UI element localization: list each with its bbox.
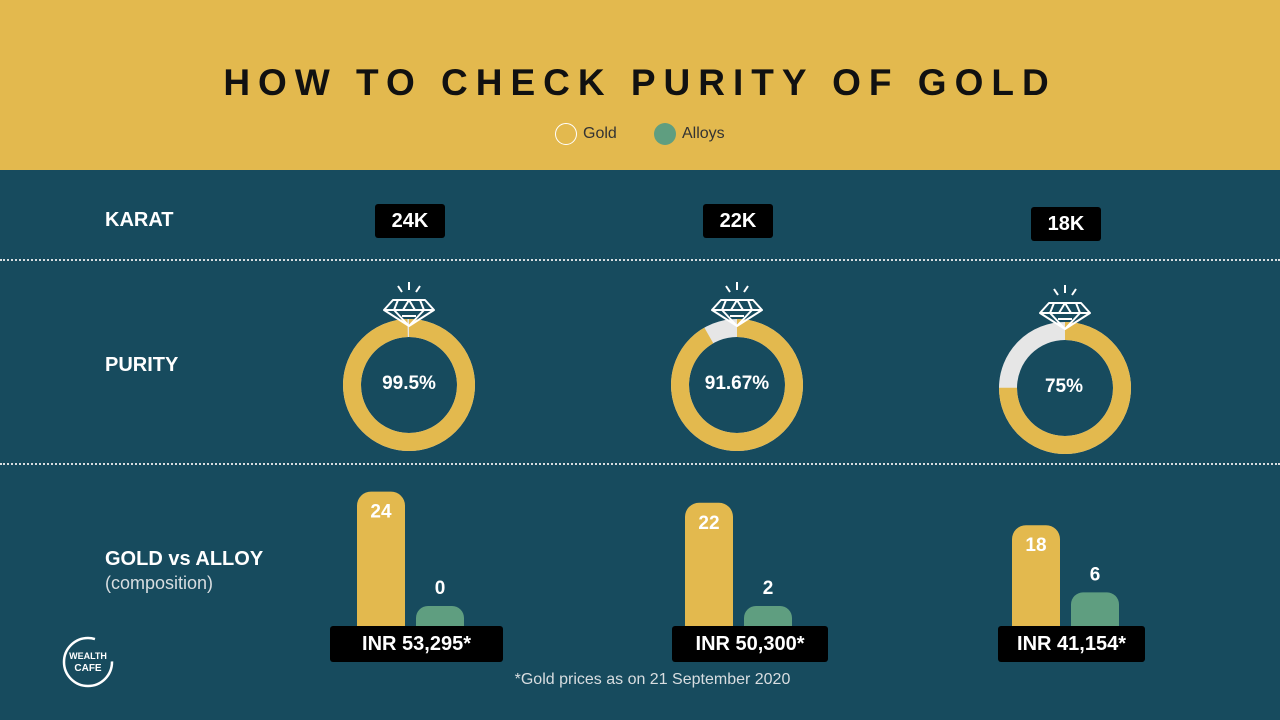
- purity-ring-gold-arc: [999, 322, 1131, 454]
- bar-label-gold-24K: 24: [370, 502, 392, 523]
- karat-badge-22k: 22K: [703, 204, 773, 238]
- logo-text-bottom: CAFE: [74, 663, 102, 674]
- purity-label-24k: 99.5%: [382, 373, 436, 394]
- header-band: [0, 0, 1280, 170]
- purity-ring-18k: [999, 285, 1131, 454]
- bar-label-gold-18K: 18: [1025, 535, 1046, 556]
- logo-text-top: WEALTH: [69, 651, 107, 661]
- karat-badge-24k: 24K: [375, 204, 445, 238]
- diamond-icon: [383, 282, 435, 327]
- legend-alloys: Alloys: [654, 122, 725, 146]
- bar-gold-24K: [357, 491, 405, 630]
- price-24k: INR 53,295*: [330, 626, 503, 662]
- legend-gold-swatch: [555, 123, 577, 145]
- diamond-icon: [1039, 285, 1091, 330]
- purity-ring-gold-arc: [343, 319, 475, 451]
- karat-badge-18k: 18K: [1031, 207, 1101, 241]
- legend-alloys-label: Alloys: [682, 125, 725, 142]
- composition-row-sublabel: (composition): [105, 573, 214, 593]
- legend-gold-label: Gold: [583, 125, 617, 142]
- legend-alloys-swatch: [654, 123, 676, 145]
- bar-gold-18K: [1012, 525, 1060, 630]
- bar-label-alloy-22K: 2: [763, 578, 774, 599]
- divider-top: [0, 259, 1280, 261]
- bar-alloy-18K: [1071, 592, 1119, 630]
- bar-alloy-22K: [744, 606, 792, 630]
- wealth-cafe-logo: WEALTH CAFE: [62, 636, 114, 688]
- price-18k: INR 41,154*: [998, 626, 1145, 662]
- diamond-icon: [711, 282, 763, 327]
- bar-gold-22K: [685, 502, 733, 630]
- purity-ring-gold-arc: [671, 319, 803, 451]
- page-title: HOW TO CHECK PURITY OF GOLD: [223, 62, 1057, 103]
- purity-row-label: PURITY: [105, 354, 179, 376]
- bar-alloy-24K: [416, 606, 464, 630]
- price-22k: INR 50,300*: [672, 626, 828, 662]
- purity-label-18k: 75%: [1044, 376, 1084, 397]
- price-footnote: *Gold prices as on 21 September 2020: [514, 671, 791, 688]
- bar-label-alloy-24K: 0: [435, 578, 446, 599]
- purity-ring-24k: [343, 282, 475, 451]
- divider-bottom: [0, 463, 1280, 465]
- purity-ring-22k: [671, 282, 803, 451]
- bar-label-alloy-18K: 6: [1090, 564, 1101, 585]
- bar-label-gold-22K: 22: [698, 513, 719, 534]
- karat-row-label: KARAT: [105, 209, 174, 231]
- purity-label-22k: 91.67%: [704, 373, 770, 394]
- legend-gold: Gold: [555, 122, 617, 146]
- composition-row-label: GOLD vs ALLOY: [105, 548, 264, 570]
